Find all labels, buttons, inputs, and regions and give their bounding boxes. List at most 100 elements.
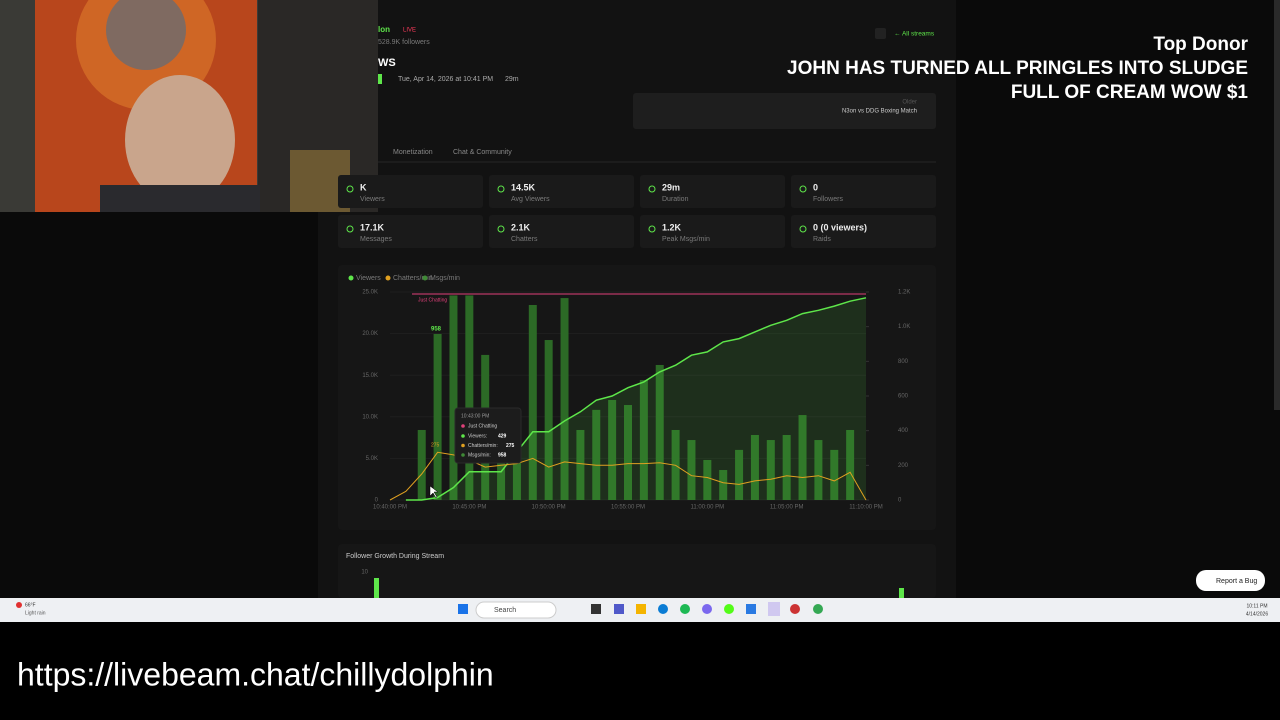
y2-tick-label: 0: [898, 498, 902, 504]
stat-icon: [648, 225, 656, 233]
msgs-bar: [576, 429, 585, 500]
older-stream-card[interactable]: [633, 93, 936, 129]
older-label: Older: [902, 100, 917, 106]
report-bug-button[interactable]: [1196, 570, 1265, 591]
stat-label: Peak Msgs/min: [662, 236, 710, 243]
msgs-bar: [528, 305, 537, 500]
msgs-bar: [655, 364, 664, 500]
x-tick-label: 11:10:00 PM: [849, 505, 883, 511]
stat-icon: [346, 185, 354, 193]
stat-icon: [346, 225, 354, 233]
data-label: 958: [431, 327, 442, 333]
x-tick-label: 10:40:00 PM: [373, 505, 407, 511]
stat-card: [489, 215, 634, 248]
msgs-bar: [719, 470, 728, 500]
report-bug-label[interactable]: Report a Bug: [1216, 578, 1257, 585]
tab[interactable]: Chat & Community: [453, 149, 512, 156]
stat-icon: [799, 225, 807, 233]
donor-heading: Top Donor: [1153, 34, 1248, 55]
stat-value: K: [360, 182, 367, 192]
webcam: [0, 0, 378, 212]
msgs-bar: [624, 405, 632, 500]
legend-swatch: [422, 275, 428, 281]
msgs-bar: [433, 333, 442, 500]
stat-card: [640, 175, 785, 208]
stat-card: [338, 175, 483, 208]
tooltip-dot: [461, 434, 465, 438]
stat-card: [791, 175, 936, 208]
stat-value: 14.5K: [511, 182, 536, 192]
search-label: Search: [494, 607, 516, 614]
followers: 528.9K followers: [378, 39, 430, 46]
search-box[interactable]: [475, 601, 557, 619]
tooltip-value: 275: [506, 443, 515, 449]
msgs-bar: [846, 429, 855, 500]
live-dot: [378, 74, 382, 84]
x-tick-label: 10:55:00 PM: [611, 505, 645, 511]
tooltip-value: 429: [498, 433, 507, 439]
tab[interactable]: Monetization: [393, 149, 433, 156]
url-overlay: https://livebeam.chat/chillydolphin: [17, 656, 494, 692]
x-tick-label: 11:05:00 PM: [770, 505, 804, 511]
msgs-bar: [592, 409, 601, 500]
msgs-bar: [544, 340, 553, 500]
tooltip-time: 10:43:00 PM: [461, 413, 489, 419]
donor-message: JOHN HAS TURNED ALL PRINGLES INTO SLUDGE: [787, 58, 1248, 79]
older-title: N3on vs DDG Boxing Match: [842, 109, 917, 115]
stream-date: Tue, Apr 14, 2026 at 10:41 PM: [398, 76, 493, 83]
stat-value: 0: [813, 182, 818, 192]
stat-label: Messages: [360, 236, 392, 243]
msgs-bar: [798, 415, 807, 500]
icon-button[interactable]: [875, 28, 886, 39]
follower-card: [338, 544, 936, 598]
legend-label: Msgs/min: [430, 275, 460, 282]
y-tick-label: 10.0K: [362, 414, 378, 420]
stat-value: 17.1K: [360, 222, 385, 232]
y-tick-label: 5.0K: [366, 456, 378, 462]
all-streams-link[interactable]: ← All streams: [894, 31, 935, 38]
tooltip-label: Chatters/min:: [468, 443, 498, 449]
clock-time: 10:11 PM: [1246, 603, 1267, 609]
stat-label: Raids: [813, 236, 831, 243]
weather-temp: 66°F: [25, 602, 36, 608]
donor-message: FULL OF CREAM WOW $1: [1011, 82, 1249, 103]
tooltip-category: Just Chatting: [468, 423, 497, 429]
start-button[interactable]: [458, 604, 468, 614]
clock-date: 4/14/2026: [1246, 611, 1268, 617]
y-tick-label: 15.0K: [362, 373, 378, 379]
tooltip-dot: [461, 453, 465, 457]
taskbar-apps[interactable]: [591, 602, 823, 616]
stream-duration: 29m: [505, 76, 519, 83]
msgs-bar: [814, 440, 823, 500]
stream-title: WS: [378, 57, 396, 69]
y-tick-label: 10: [361, 570, 368, 576]
x-tick-label: 10:45:00 PM: [452, 505, 486, 511]
follower-bar: [899, 588, 904, 598]
viewers-line: [405, 297, 867, 501]
weather-sub: Light rain: [25, 610, 46, 616]
stat-label: Chatters: [511, 236, 538, 243]
stat-card: [791, 215, 936, 248]
msgs-bar: [703, 459, 712, 500]
y-tick-label: 20.0K: [362, 331, 378, 337]
msgs-bar: [735, 449, 744, 500]
live-badge: LIVE: [403, 28, 416, 34]
x-tick-label: 10:50:00 PM: [532, 505, 566, 511]
stat-label: Viewers: [360, 196, 385, 203]
stat-card: [489, 175, 634, 208]
legend-label: Chatters/min: [393, 275, 433, 282]
stat-icon: [497, 185, 505, 193]
msgs-bar: [560, 298, 569, 500]
msgs-bar: [449, 295, 458, 500]
msgs-bar: [766, 440, 775, 500]
follower-bar: [374, 578, 379, 598]
channel-name: lon: [378, 25, 390, 34]
y2-tick-label: 600: [898, 394, 909, 400]
stat-card: [640, 215, 785, 248]
y2-tick-label: 400: [898, 428, 909, 434]
cursor: [429, 485, 439, 499]
tooltip-value: 958: [498, 452, 507, 458]
msgs-bar: [750, 435, 759, 500]
legend-swatch: [385, 275, 391, 281]
